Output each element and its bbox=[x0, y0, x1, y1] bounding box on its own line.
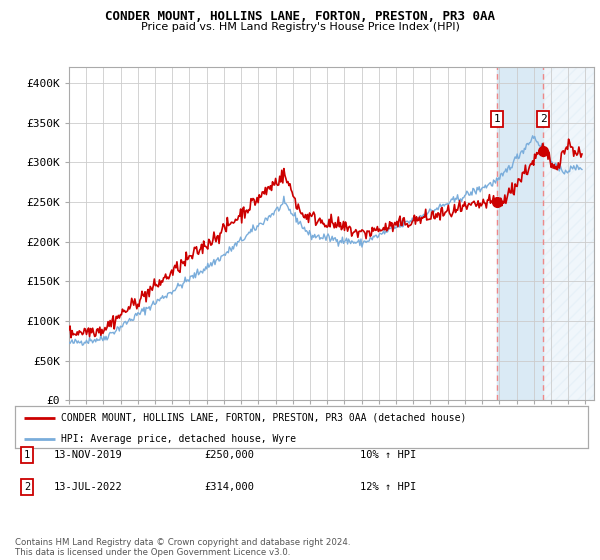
Text: Contains HM Land Registry data © Crown copyright and database right 2024.
This d: Contains HM Land Registry data © Crown c… bbox=[15, 538, 350, 557]
Text: CONDER MOUNT, HOLLINS LANE, FORTON, PRESTON, PR3 0AA: CONDER MOUNT, HOLLINS LANE, FORTON, PRES… bbox=[105, 10, 495, 23]
Text: £314,000: £314,000 bbox=[204, 482, 254, 492]
Text: 1: 1 bbox=[24, 450, 30, 460]
Text: HPI: Average price, detached house, Wyre: HPI: Average price, detached house, Wyre bbox=[61, 434, 296, 444]
Text: 10% ↑ HPI: 10% ↑ HPI bbox=[360, 450, 416, 460]
Text: Price paid vs. HM Land Registry's House Price Index (HPI): Price paid vs. HM Land Registry's House … bbox=[140, 22, 460, 32]
Bar bbox=[497, 67, 543, 400]
Text: 1: 1 bbox=[494, 114, 500, 124]
Text: 13-NOV-2019: 13-NOV-2019 bbox=[54, 450, 123, 460]
Bar bbox=[543, 67, 594, 400]
Text: 2: 2 bbox=[24, 482, 30, 492]
Text: 13-JUL-2022: 13-JUL-2022 bbox=[54, 482, 123, 492]
Text: £250,000: £250,000 bbox=[204, 450, 254, 460]
Text: 12% ↑ HPI: 12% ↑ HPI bbox=[360, 482, 416, 492]
Text: 2: 2 bbox=[539, 114, 547, 124]
Text: CONDER MOUNT, HOLLINS LANE, FORTON, PRESTON, PR3 0AA (detached house): CONDER MOUNT, HOLLINS LANE, FORTON, PRES… bbox=[61, 413, 466, 423]
